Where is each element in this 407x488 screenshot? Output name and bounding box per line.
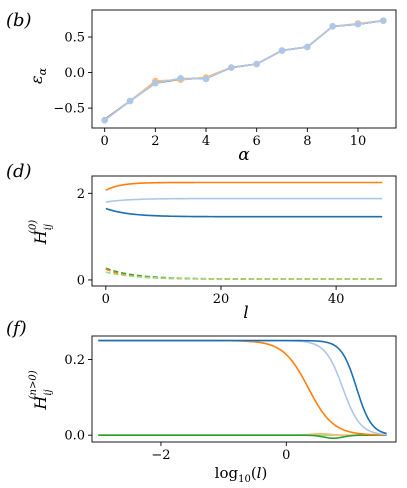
plot-frame [91, 335, 397, 443]
x-tick-label: 0 [102, 292, 110, 307]
data-point [152, 79, 159, 87]
series-line [104, 19, 384, 121]
panel-d-chart: 0 20 40 0 2 [77, 175, 397, 307]
panel-d-label: (d) [6, 161, 32, 182]
series-line [105, 181, 383, 192]
panel-b-xlabel: α [238, 145, 250, 165]
data-point [253, 60, 260, 68]
data-point [228, 64, 235, 71]
x-tick-label: 8 [303, 134, 311, 149]
y-tick-label: 0.0 [64, 66, 85, 81]
data-point [101, 116, 108, 124]
panel-d-ylabel: Hij(0) [28, 220, 54, 246]
data-point [380, 17, 387, 24]
plot-frame [91, 9, 397, 129]
y-tick-label: 2 [77, 187, 85, 202]
data-point [354, 20, 362, 28]
panel-b-chart: 0 2 4 6 8 10 −0.5 0.0 0.5 [53, 9, 397, 149]
x-tick-label: 6 [253, 134, 261, 149]
series-line [104, 19, 384, 121]
panel-f-xlabel: log10(l) [215, 464, 268, 485]
x-tick-label: 2 [151, 134, 159, 149]
panel-b-label: (b) [6, 10, 32, 31]
y-tick-label: 0.2 [64, 353, 85, 368]
data-point [177, 74, 184, 82]
x-tick-label: 10 [350, 134, 367, 149]
data-point [304, 43, 311, 51]
panel-b-ylabel: εα [27, 67, 49, 84]
panel-f-chart: −2 0 0.0 0.2 [64, 335, 397, 463]
data-point [278, 47, 286, 54]
data-point [126, 97, 134, 105]
data-point [329, 23, 336, 30]
x-tick-label: 0 [282, 448, 290, 463]
series-line [104, 19, 384, 121]
panel-f-label: (f) [6, 318, 27, 339]
series-line [98, 339, 387, 435]
panel-d-xlabel: l [243, 303, 248, 323]
series-line [105, 271, 383, 280]
y-tick-label: 0.5 [64, 31, 85, 46]
x-tick-label: 40 [328, 292, 345, 307]
series-line [98, 434, 387, 440]
x-tick-label: 0 [101, 134, 109, 149]
plot-frame [91, 175, 397, 287]
y-tick-label: −0.5 [53, 102, 85, 117]
panel-f-ylabel: Hij(n>0) [28, 370, 54, 410]
x-tick-label: 4 [202, 134, 210, 149]
y-tick-label: 0 [77, 273, 85, 288]
series-line [105, 207, 383, 218]
x-tick-label: 20 [213, 292, 230, 307]
data-point [202, 75, 210, 83]
y-tick-label: 0.0 [64, 429, 85, 444]
series-line [104, 19, 384, 121]
series-line [105, 197, 383, 203]
x-tick-label: −2 [151, 448, 170, 463]
